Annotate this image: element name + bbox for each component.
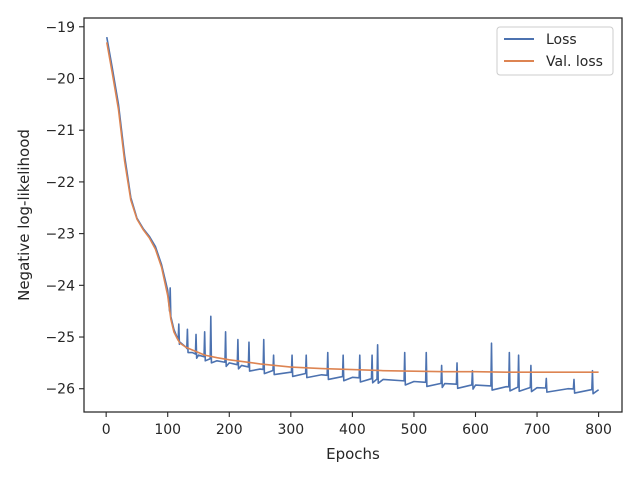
y-tick-label: −21 [45, 123, 75, 139]
y-axis-label: Negative log-likelihood [15, 129, 33, 301]
y-tick-label: −19 [45, 20, 75, 36]
x-tick-label: 400 [339, 422, 366, 438]
x-axis: 0 100 200 300 400 500 600 700 800 [102, 412, 612, 438]
x-tick-label: 800 [585, 422, 612, 438]
plot-area [105, 36, 600, 395]
x-axis-label: Epochs [326, 445, 380, 463]
legend-label-val-loss: Val. loss [546, 54, 603, 70]
x-tick-label: 300 [277, 422, 304, 438]
x-tick-label: 100 [154, 422, 181, 438]
x-tick-label: 500 [401, 422, 428, 438]
y-tick-label: −22 [45, 175, 75, 191]
series-line-val-loss [105, 42, 599, 373]
y-tick-label: −20 [45, 71, 75, 87]
x-tick-label: 200 [216, 422, 243, 438]
y-tick-label: −25 [45, 330, 75, 346]
legend-label-loss: Loss [546, 32, 577, 48]
y-tick-label: −26 [45, 382, 75, 398]
x-tick-label: 0 [102, 422, 111, 438]
legend: Loss Val. loss [496, 26, 614, 76]
y-axis: −19 −20 −21 −22 −23 −24 −25 −26 [45, 20, 84, 398]
x-tick-label: 700 [524, 422, 551, 438]
axes-frame [83, 17, 623, 413]
y-tick-label: −24 [45, 278, 75, 294]
y-tick-label: −23 [45, 227, 75, 243]
x-tick-label: 600 [462, 422, 489, 438]
